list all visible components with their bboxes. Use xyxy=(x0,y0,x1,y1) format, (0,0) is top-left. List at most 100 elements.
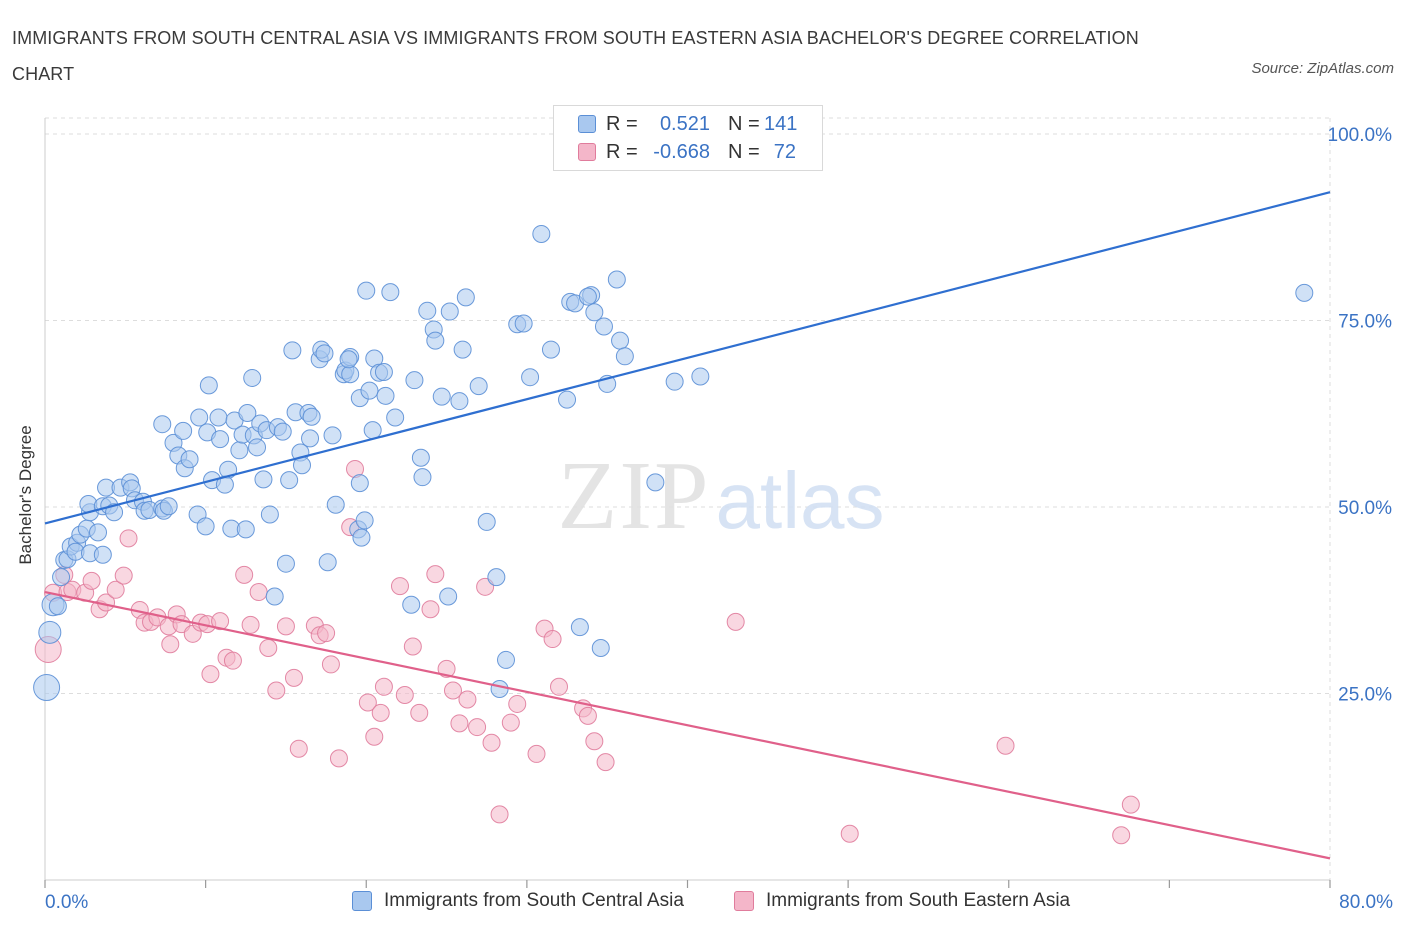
data-point xyxy=(33,674,61,702)
data-point xyxy=(386,408,405,427)
data-point xyxy=(93,545,112,564)
r-label: R = xyxy=(606,140,638,163)
data-point xyxy=(365,727,384,746)
data-point xyxy=(541,340,560,359)
data-point xyxy=(323,426,342,445)
watermark: ZIP atlas xyxy=(558,442,885,550)
data-point xyxy=(550,677,568,696)
data-point xyxy=(238,404,257,423)
data-point xyxy=(302,407,321,426)
data-point xyxy=(726,612,745,631)
data-point xyxy=(1121,795,1140,814)
x-tick-label: 0.0% xyxy=(45,892,88,913)
data-point xyxy=(496,650,515,669)
data-point xyxy=(456,288,475,307)
data-point xyxy=(315,344,334,363)
data-point xyxy=(468,718,487,737)
legend-swatch-blue xyxy=(578,115,596,133)
stats-row-pink: R = -0.668 N = 72 xyxy=(578,139,796,165)
tick-labels: 25.0% 50.0% 75.0% 100.0% 0.0% 80.0% xyxy=(45,125,1393,913)
data-point xyxy=(358,693,377,712)
data-point xyxy=(38,620,62,644)
data-point xyxy=(326,495,345,514)
trendline-south-eastern-asia xyxy=(44,590,1331,860)
data-point xyxy=(514,314,533,333)
trendlines xyxy=(44,191,1331,860)
data-point xyxy=(276,617,295,636)
y-tick-label: 100.0% xyxy=(1328,125,1393,146)
data-point xyxy=(48,597,67,616)
data-point xyxy=(301,429,320,448)
legend-item-south-eastern-asia[interactable]: Immigrants from South Eastern Asia xyxy=(734,890,1070,912)
legend-swatch-pink xyxy=(734,891,754,911)
data-point xyxy=(284,668,303,687)
source-label: Source: ZipAtlas.com xyxy=(1251,60,1394,77)
axes xyxy=(44,118,1331,888)
data-point xyxy=(318,553,337,572)
data-point xyxy=(413,468,432,487)
y-tick-label: 75.0% xyxy=(1338,312,1392,333)
y-tick-label: 25.0% xyxy=(1338,685,1392,706)
n-label: N = xyxy=(728,112,760,135)
stats-row-blue: R = 0.521 N = 141 xyxy=(578,111,798,137)
data-point xyxy=(235,565,254,584)
data-point xyxy=(426,565,445,584)
data-point xyxy=(482,733,501,752)
data-point xyxy=(585,732,604,751)
data-point xyxy=(211,612,230,631)
n-value: 141 xyxy=(764,112,798,135)
data-point xyxy=(501,713,520,732)
data-point xyxy=(363,421,382,440)
data-point xyxy=(607,270,626,289)
data-point xyxy=(106,580,125,599)
data-point xyxy=(114,566,133,585)
data-point xyxy=(1112,826,1131,845)
data-point xyxy=(159,497,178,516)
data-point xyxy=(199,376,218,395)
data-point xyxy=(410,703,429,722)
data-point xyxy=(1295,283,1314,302)
data-point xyxy=(665,372,684,391)
data-point xyxy=(267,681,286,700)
data-point xyxy=(153,415,172,434)
data-point xyxy=(469,377,488,396)
data-point xyxy=(276,554,295,573)
data-point xyxy=(395,685,414,704)
data-point xyxy=(355,511,374,530)
data-point xyxy=(260,505,279,524)
data-point xyxy=(611,331,630,350)
data-point xyxy=(578,287,597,306)
data-point xyxy=(360,381,379,400)
legend-swatch-blue xyxy=(352,891,372,911)
data-point xyxy=(248,438,267,457)
data-point xyxy=(371,703,390,722)
data-point xyxy=(273,422,292,441)
data-point xyxy=(405,371,424,390)
data-point xyxy=(490,805,509,824)
data-point xyxy=(82,571,101,590)
data-point xyxy=(249,583,268,602)
r-value: -0.668 xyxy=(653,140,710,163)
data-point xyxy=(352,528,371,547)
data-point xyxy=(174,421,193,440)
data-point xyxy=(840,824,859,843)
data-point xyxy=(339,350,358,369)
series-south-eastern-asia xyxy=(34,459,1140,845)
data-point xyxy=(411,448,430,467)
legend-swatch-pink xyxy=(578,143,596,161)
n-label: N = xyxy=(728,140,760,163)
stats-legend: R = 0.521 N = 141 R = -0.668 N = 72 xyxy=(553,105,823,171)
data-point xyxy=(432,387,451,406)
data-point xyxy=(532,224,551,243)
data-point xyxy=(321,655,340,674)
data-point xyxy=(543,630,562,649)
data-point xyxy=(381,283,400,302)
data-point xyxy=(426,331,445,350)
data-point xyxy=(119,529,138,548)
data-point xyxy=(374,677,393,696)
data-point xyxy=(477,512,496,531)
legend-item-south-central-asia[interactable]: Immigrants from South Central Asia xyxy=(352,890,684,912)
data-point xyxy=(209,408,228,427)
data-point xyxy=(558,390,577,409)
data-point xyxy=(329,749,348,768)
